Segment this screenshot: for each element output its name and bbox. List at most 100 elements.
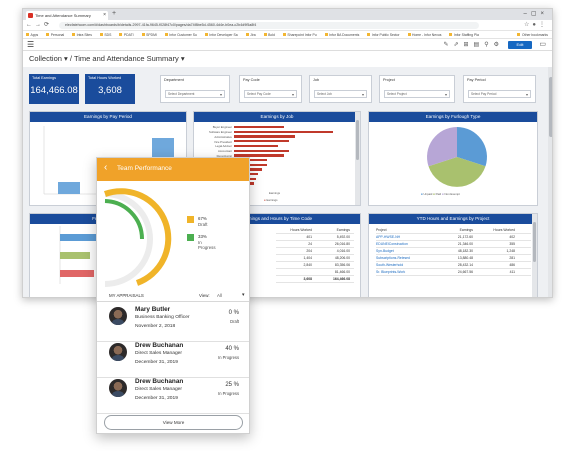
job-bar[interactable] [234, 158, 267, 162]
department-select[interactable]: Select Department ▾ [165, 90, 225, 98]
bookmark-item[interactable]: Infor Customer Su [164, 33, 197, 37]
project-link[interactable]: Syn-Budget [376, 249, 394, 253]
bookmark-item[interactable]: PDATI [119, 33, 134, 37]
folder-icon [46, 33, 50, 36]
kpi-total-hours[interactable]: Total Hours Worked 3,608 [85, 74, 135, 104]
window-controls[interactable]: –▢× [523, 11, 548, 17]
bookmark-item[interactable]: Bold [263, 33, 275, 37]
back-icon[interactable]: ‹ [104, 162, 108, 173]
other-bookmarks[interactable]: Other bookmarks [517, 33, 548, 37]
project-link[interactable]: EDUNEIConstruction [376, 242, 408, 246]
folder-icon [367, 33, 371, 36]
project-link[interactable]: Sr. Blueprints-Work [376, 270, 406, 274]
close-tab-icon[interactable]: × [103, 12, 106, 18]
legend-pct: 67% [198, 216, 207, 221]
bar [60, 270, 94, 277]
table-row[interactable]: APP-HWSE-NH 21,172.60 402 [376, 234, 531, 241]
project-link[interactable]: APP-HWSE-NH [376, 235, 401, 239]
table-cell: 21,172.60 [457, 235, 473, 239]
pay-code-select[interactable]: Select Pay Code ▾ [244, 90, 297, 98]
chevron-down-icon: ▾ [291, 92, 294, 97]
table-cell: 1,404 [303, 256, 313, 260]
table-row[interactable]: Sr. Blueprints-Work 24,667.56 411 [376, 269, 531, 276]
job-bar[interactable] [234, 126, 284, 129]
table-row[interactable]: EDUNEIConstruction 21,346.00 355 [376, 241, 531, 248]
bookmark-item[interactable]: Home - Infor Nexus [407, 33, 441, 37]
bookmark-item[interactable]: Personal [46, 33, 64, 37]
nav-buttons[interactable]: ←→⟳ [26, 22, 53, 28]
breadcrumb-root[interactable]: Collection [29, 54, 62, 63]
bookmark-item[interactable]: Intra Sites [72, 33, 92, 37]
table-row[interactable]: Subscriptions-Relesed 13,880.48 281 [376, 255, 531, 262]
toolbar-icons[interactable]: ✎⇗⊞▤⚲⚙ [443, 42, 504, 48]
kpi-value: 3,608 [98, 85, 122, 96]
chevron-down-icon: ▾ [361, 92, 364, 97]
job-bar[interactable] [234, 154, 284, 157]
breadcrumb-sep: / [69, 54, 72, 63]
job-bar[interactable] [234, 149, 289, 152]
job-label: Software Engineer [208, 130, 232, 135]
chevron-down-icon[interactable]: ▾ [242, 292, 245, 298]
table-row[interactable]: Syn-Budget 48,182.30 1,248 [376, 248, 531, 255]
project-link[interactable]: Subscriptions-Relesed [376, 256, 410, 260]
table-row: 81,466.00 [276, 269, 354, 276]
appraisal-item[interactable]: Drew Buchanan Direct Sales Manager Decem… [97, 376, 249, 414]
page-scrollbar[interactable] [548, 67, 552, 297]
job-bar[interactable] [234, 144, 278, 148]
favicon-icon [28, 13, 33, 18]
chevron-down-icon[interactable]: ▾ [64, 54, 68, 63]
view-select[interactable]: All [217, 293, 222, 298]
view-more-button[interactable]: View More [104, 415, 243, 430]
folder-icon [263, 33, 267, 36]
avatar [109, 307, 127, 325]
menu-icon[interactable]: ☰ [27, 40, 35, 49]
scrollbar[interactable] [355, 112, 360, 205]
page-title[interactable]: Time and Attendance Summary [73, 54, 179, 63]
bookmark-item[interactable]: Infor Staffing Pla [449, 33, 479, 37]
bookmark-item[interactable]: SDS [99, 33, 111, 37]
x-axis-label: Earnings [269, 191, 281, 195]
table-cell: 13,880.48 [457, 256, 473, 260]
chart-legend: ● Earnings [264, 198, 278, 202]
project-link[interactable]: South-Westerhold [376, 263, 404, 267]
kpi-value: 164,466.08 [30, 85, 78, 96]
url-field[interactable]: elecfatehcom.com/#/dashboards/b/details-… [59, 22, 479, 29]
new-tab-icon[interactable]: + [112, 10, 117, 17]
appraisal-pct: 40 % [225, 346, 239, 352]
table-cell: 401 [306, 235, 312, 239]
project-select[interactable]: Select Project ▾ [384, 90, 450, 98]
job-select[interactable]: Select Job ▾ [314, 90, 367, 98]
browser-actions-icon[interactable]: ☆●⋮ [523, 22, 548, 28]
job-bar[interactable] [234, 140, 289, 143]
bar [60, 234, 100, 241]
avatar [109, 343, 127, 361]
chevron-down-icon[interactable]: ▾ [180, 54, 185, 63]
tab-title: Time and Attendance Summary [35, 13, 91, 18]
edit-button[interactable]: Edit [508, 41, 532, 49]
pay-period-select[interactable]: Select Pay Period ▾ [468, 90, 531, 98]
job-bar[interactable] [234, 135, 295, 138]
filter-label: Department [164, 78, 184, 82]
table-cell: 411 [509, 270, 515, 274]
table-cell: 164,466.08 [333, 277, 350, 281]
bookmark-item[interactable]: SPDMI [141, 33, 157, 37]
appraisal-item[interactable]: Mary Butler Business Banking Officer Nov… [97, 304, 249, 342]
legend-swatch [187, 234, 194, 241]
filter-pay-code: Pay Code Select Pay Code ▾ [239, 75, 302, 103]
grid-icon[interactable]: ▭ [539, 41, 546, 48]
browser-tab[interactable]: Time and Attendance Summary × [26, 11, 108, 20]
legend-swatch [187, 216, 194, 223]
table-row[interactable]: South-Westerhold 28,432.14 486 [376, 262, 531, 269]
kpi-total-earnings[interactable]: Total Earnings 164,466.08 [29, 74, 79, 104]
bookmark-item[interactable]: Sharepoint Infor Pu [282, 33, 317, 37]
scrollbar[interactable] [532, 214, 537, 297]
bookmark-item[interactable]: Infor Public Sector [367, 33, 400, 37]
bookmark-item[interactable]: Jira [245, 33, 256, 37]
job-bar[interactable] [234, 163, 267, 166]
bookmark-item[interactable]: Apps [26, 33, 38, 37]
bookmark-item[interactable]: Infor Developer Sa [204, 33, 238, 37]
bookmark-item[interactable]: Infor BA Documents [324, 33, 359, 37]
job-bar[interactable] [234, 130, 333, 134]
appraisal-item[interactable]: Drew Buchanan Direct Sales Manager Decem… [97, 340, 249, 378]
bar [60, 252, 90, 259]
